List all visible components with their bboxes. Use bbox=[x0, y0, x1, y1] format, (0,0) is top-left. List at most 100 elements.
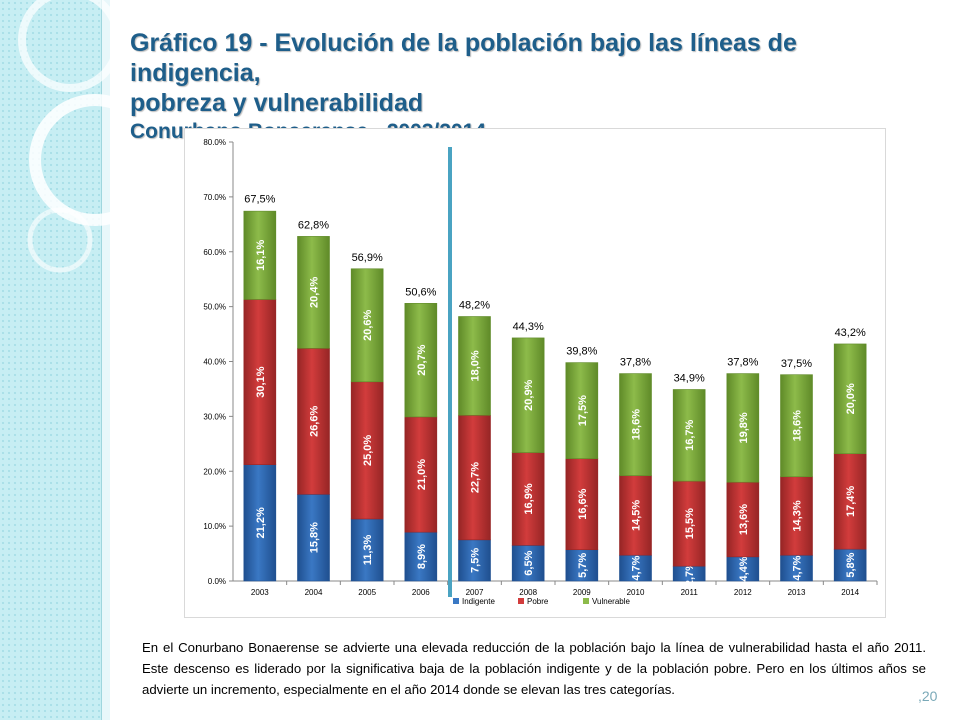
bar-data-label: 18,0% bbox=[470, 350, 482, 381]
bar-total-label: 39,8% bbox=[566, 346, 597, 358]
bar-data-label: 21,2% bbox=[255, 507, 267, 538]
title-line-2: pobreza y vulnerabilidad bbox=[130, 89, 424, 117]
bar-segment-vulnerable bbox=[458, 316, 491, 416]
bar-data-label: 20,0% bbox=[845, 383, 857, 414]
bar-data-label: 14,5% bbox=[631, 500, 643, 531]
bar-data-label: 13,6% bbox=[738, 504, 750, 535]
y-tick-label: 0.0% bbox=[208, 577, 226, 586]
bar-data-label: 17,4% bbox=[845, 486, 857, 517]
bar-data-label: 30,1% bbox=[255, 366, 267, 397]
bar-total-label: 56,9% bbox=[352, 252, 383, 264]
bar-data-label: 18,6% bbox=[792, 410, 804, 441]
bar-segment-vulnerable bbox=[297, 236, 330, 349]
bar-data-label: 15,8% bbox=[309, 522, 321, 553]
bar-total-label: 62,8% bbox=[298, 219, 329, 231]
vertical-marker-line bbox=[448, 147, 452, 597]
legend-label-indigente: Indigente bbox=[462, 597, 495, 606]
legend-swatch-vulnerable bbox=[583, 598, 589, 604]
bar-data-label: 15,5% bbox=[684, 508, 696, 539]
bar-segment-vulnerable bbox=[833, 343, 867, 454]
bar-data-label: 11,3% bbox=[362, 534, 374, 565]
bar-data-label: 22,7% bbox=[470, 462, 482, 493]
bar-data-label: 20,7% bbox=[416, 344, 428, 375]
bar-segment-vulnerable bbox=[619, 373, 652, 476]
bar-segment-vulnerable bbox=[511, 337, 545, 453]
bar-data-label: 5,7% bbox=[577, 553, 589, 578]
bar-segment-indigente bbox=[619, 554, 652, 582]
bar-data-label: 18,6% bbox=[631, 409, 643, 440]
bar-data-label: 16,1% bbox=[255, 240, 267, 271]
bar-segment-indigente bbox=[297, 493, 330, 582]
legend-label-pobre: Pobre bbox=[527, 597, 549, 606]
bar-total-label: 37,5% bbox=[781, 358, 812, 370]
bar-total-label: 48,2% bbox=[459, 300, 490, 312]
bar-segment-pobre bbox=[672, 480, 706, 567]
y-tick-label: 10.0% bbox=[203, 522, 226, 531]
bar-data-label: 8,9% bbox=[416, 544, 428, 569]
bar-segment-vulnerable bbox=[565, 362, 599, 459]
bar-segment-pobre bbox=[404, 416, 438, 533]
x-tick-label: 2003 bbox=[251, 588, 269, 597]
x-tick-label: 2010 bbox=[627, 588, 645, 597]
bar-segment-pobre bbox=[458, 414, 491, 541]
chart-title: Gráfico 19 - Evolución de la población b… bbox=[130, 28, 930, 146]
x-tick-label: 2011 bbox=[681, 588, 699, 597]
bar-data-label: 20,6% bbox=[362, 309, 374, 340]
bar-segment-indigente bbox=[243, 464, 277, 582]
y-tick-label: 80.0% bbox=[203, 138, 226, 147]
bar-data-label: 26,6% bbox=[309, 406, 321, 437]
bar-total-label: 67,5% bbox=[244, 194, 275, 206]
bar-total-label: 43,2% bbox=[835, 327, 866, 339]
bar-segment-indigente bbox=[780, 554, 813, 582]
bar-data-label: 7,5% bbox=[470, 548, 482, 573]
bar-data-label: 21,0% bbox=[416, 459, 428, 490]
x-tick-label: 2005 bbox=[358, 588, 376, 597]
bar-data-label: 16,7% bbox=[684, 419, 696, 450]
y-tick-label: 50.0% bbox=[203, 303, 226, 312]
decorative-circles bbox=[18, 0, 140, 273]
bar-total-label: 50,6% bbox=[405, 286, 436, 298]
bar-data-label: 16,6% bbox=[577, 488, 589, 519]
stacked-bar-chart: 0.0% 10.0% 20.0% 30.0% 40.0% 50.0% 60.0% 70.0% 8… bbox=[203, 138, 878, 606]
y-tick-label: 40.0% bbox=[203, 358, 226, 367]
bar-data-label: 14,3% bbox=[792, 500, 804, 531]
bar-data-label: 4,7% bbox=[792, 555, 804, 580]
bar-data-label: 5,8% bbox=[845, 552, 857, 577]
bar-total-label: 37,8% bbox=[620, 357, 651, 369]
bar-total-label: 37,8% bbox=[727, 357, 758, 369]
x-tick-label: 2004 bbox=[305, 588, 323, 597]
x-tick-label: 2013 bbox=[788, 588, 806, 597]
bar-total-label: 44,3% bbox=[513, 321, 544, 333]
bar-segment-vulnerable bbox=[672, 389, 706, 482]
bar-segment-vulnerable bbox=[404, 303, 438, 418]
bar-data-label: 6,5% bbox=[523, 550, 535, 575]
bar-segment-pobre bbox=[726, 481, 760, 558]
legend-label-vulnerable: Vulnerable bbox=[592, 597, 631, 606]
bar-data-label: 20,4% bbox=[309, 277, 321, 308]
x-tick-label: 2014 bbox=[841, 588, 859, 597]
bar-data-label: 2,7% bbox=[684, 561, 696, 586]
y-tick-label: 70.0% bbox=[203, 193, 226, 202]
x-tick-label: 2009 bbox=[573, 588, 591, 597]
title-line-1: Gráfico 19 - Evolución de la población b… bbox=[130, 29, 797, 87]
bar-data-label: 17,5% bbox=[577, 395, 589, 426]
y-tick-label: 20.0% bbox=[203, 467, 226, 476]
x-tick-label: 2006 bbox=[412, 588, 430, 597]
bar-data-label: 16,9% bbox=[523, 483, 535, 514]
bar-segment-pobre bbox=[619, 475, 652, 556]
bar-segment-vulnerable bbox=[350, 268, 384, 383]
legend-swatch-indigente bbox=[453, 598, 459, 604]
bar-segment-indigente bbox=[404, 531, 438, 582]
y-tick-label: 60.0% bbox=[203, 248, 226, 257]
bar-segment-pobre bbox=[780, 476, 813, 556]
bar-data-label: 19,8% bbox=[738, 412, 750, 443]
bar-segment-vulnerable bbox=[780, 374, 813, 478]
bar-segment-pobre bbox=[511, 452, 545, 546]
bar-data-label: 4,7% bbox=[631, 555, 643, 580]
bar-segment-indigente bbox=[565, 549, 599, 582]
bar-data-label: 20,9% bbox=[523, 379, 535, 410]
chart-caption: En el Conurbano Bonaerense se advierte u… bbox=[142, 640, 926, 697]
chart-frame: 0.0% 10.0% 20.0% 30.0% 40.0% 50.0% 60.0% 70.0% 8… bbox=[184, 128, 886, 618]
bar-segment-vulnerable bbox=[243, 210, 277, 300]
page-number: ,20 bbox=[918, 688, 938, 704]
